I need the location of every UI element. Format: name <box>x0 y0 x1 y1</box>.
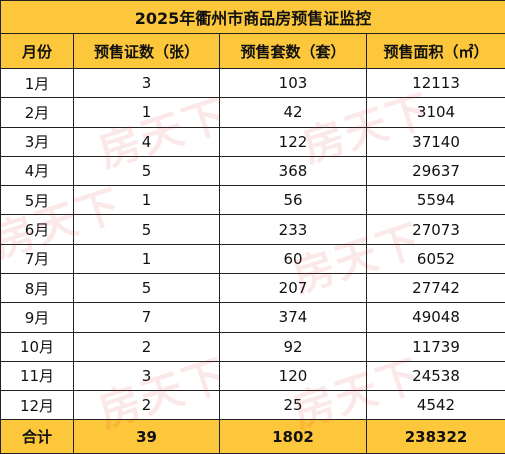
table-row: 9月 7 374 49048 <box>0 302 505 333</box>
cell-certificates: 1 <box>73 243 220 274</box>
cell-area: 29637 <box>365 155 505 187</box>
cell-certificates: 7 <box>73 302 220 333</box>
cell-certificates: 5 <box>73 272 220 304</box>
cell-certificates: 3 <box>73 360 220 392</box>
cell-units: 368 <box>219 155 367 187</box>
cell-month: 2月 <box>0 97 74 128</box>
cell-units: 103 <box>219 67 367 99</box>
cell-area: 3104 <box>365 97 505 128</box>
cell-certificates: 5 <box>73 155 220 187</box>
table-row: 6月 5 233 27073 <box>0 214 505 245</box>
header-units: 预售套数（套） <box>219 33 367 69</box>
cell-certificates: 4 <box>73 126 220 157</box>
cell-units: 42 <box>219 97 367 128</box>
cell-month: 9月 <box>0 302 74 333</box>
cell-month: 1月 <box>0 67 74 99</box>
cell-units: 92 <box>219 331 367 362</box>
header-area: 预售面积（㎡） <box>365 33 505 69</box>
cell-month: 10月 <box>0 331 74 362</box>
table-row: 10月 2 92 11739 <box>0 331 505 362</box>
cell-area: 5594 <box>365 185 505 216</box>
cell-area: 37140 <box>365 126 505 157</box>
cell-area: 27073 <box>365 214 505 245</box>
cell-area: 12113 <box>365 67 505 99</box>
cell-certificates: 1 <box>73 185 220 216</box>
cell-area: 4542 <box>365 390 505 421</box>
cell-units: 120 <box>219 360 367 392</box>
cell-area: 11739 <box>365 331 505 362</box>
cell-units: 207 <box>219 272 367 304</box>
header-certificates: 预售证数（张） <box>73 33 220 69</box>
cell-month: 3月 <box>0 126 74 157</box>
cell-certificates: 2 <box>73 390 220 421</box>
table-row: 3月 4 122 37140 <box>0 126 505 157</box>
table-row: 5月 1 56 5594 <box>0 185 505 216</box>
header-row: 月份 预售证数（张） 预售套数（套） 预售面积（㎡） <box>0 33 505 69</box>
cell-certificates: 5 <box>73 214 220 245</box>
cell-area: 49048 <box>365 302 505 333</box>
total-row: 合计 39 1802 238322 <box>0 419 505 454</box>
total-area: 238322 <box>365 419 505 454</box>
cell-area: 6052 <box>365 243 505 274</box>
total-certificates: 39 <box>73 419 220 454</box>
table-row: 1月 3 103 12113 <box>0 67 505 99</box>
cell-month: 4月 <box>0 155 74 187</box>
cell-units: 122 <box>219 126 367 157</box>
cell-month: 6月 <box>0 214 74 245</box>
table-title: 2025年衢州市商品房预售证监控 <box>0 0 505 35</box>
cell-certificates: 1 <box>73 97 220 128</box>
cell-month: 8月 <box>0 272 74 304</box>
cell-units: 374 <box>219 302 367 333</box>
cell-area: 27742 <box>365 272 505 304</box>
table-row: 7月 1 60 6052 <box>0 243 505 274</box>
total-units: 1802 <box>219 419 367 454</box>
cell-units: 60 <box>219 243 367 274</box>
cell-month: 12月 <box>0 390 74 421</box>
cell-units: 56 <box>219 185 367 216</box>
header-month: 月份 <box>0 33 74 69</box>
table-row: 4月 5 368 29637 <box>0 155 505 187</box>
cell-certificates: 2 <box>73 331 220 362</box>
table-row: 8月 5 207 27742 <box>0 272 505 304</box>
table-row: 12月 2 25 4542 <box>0 390 505 421</box>
cell-certificates: 3 <box>73 67 220 99</box>
cell-units: 25 <box>219 390 367 421</box>
title-row: 2025年衢州市商品房预售证监控 <box>0 0 505 35</box>
table-row: 2月 1 42 3104 <box>0 97 505 128</box>
cell-area: 24538 <box>365 360 505 392</box>
cell-units: 233 <box>219 214 367 245</box>
cell-month: 11月 <box>0 360 74 392</box>
table-row: 11月 3 120 24538 <box>0 360 505 392</box>
cell-month: 7月 <box>0 243 74 274</box>
total-label: 合计 <box>0 419 74 454</box>
cell-month: 5月 <box>0 185 74 216</box>
